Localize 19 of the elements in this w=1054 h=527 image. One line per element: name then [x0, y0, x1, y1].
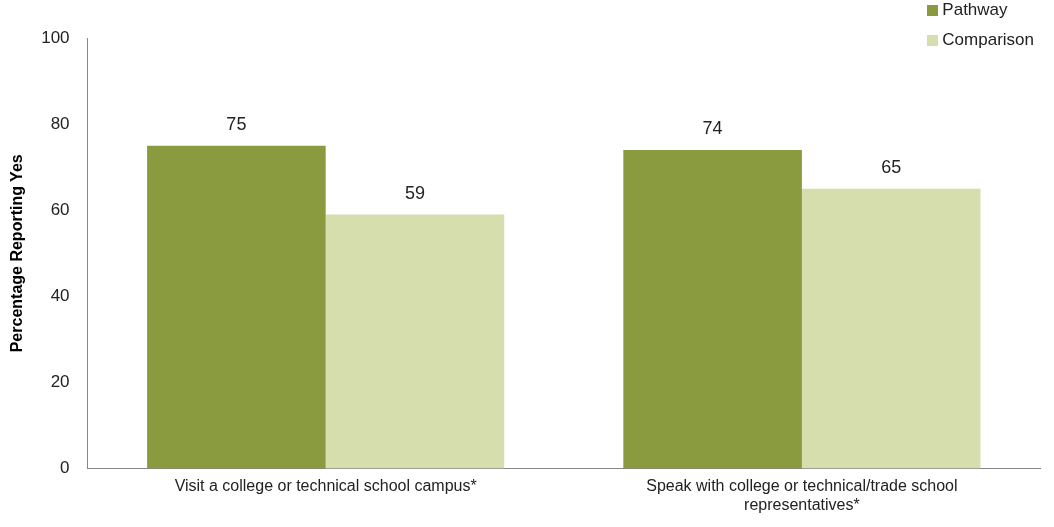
y-tick-label: 80: [50, 113, 70, 133]
y-tick-label: 60: [50, 199, 70, 219]
data-label: 74: [702, 117, 723, 138]
data-label: 59: [404, 182, 425, 203]
y-tick-label: 20: [50, 372, 70, 392]
x-tick-label: Speak with college or technical/trade school representatives*: [646, 476, 958, 513]
bar: [623, 149, 802, 469]
data-label: 65: [881, 156, 902, 177]
x-tick-label: Visit a college or technical school campus*: [174, 476, 477, 494]
y-axis-title: Percentage Reporting Yes: [8, 154, 26, 353]
legend-label: Comparison: [942, 30, 1034, 50]
y-tick-label: 40: [50, 286, 70, 306]
y-tick-label: 0: [60, 458, 70, 478]
data-label: 75: [226, 113, 247, 134]
y-tick-label: 100: [41, 27, 70, 47]
bar: [801, 188, 981, 469]
legend-label: Pathway: [942, 0, 1008, 20]
bar: [147, 145, 326, 469]
bar: [325, 214, 505, 469]
